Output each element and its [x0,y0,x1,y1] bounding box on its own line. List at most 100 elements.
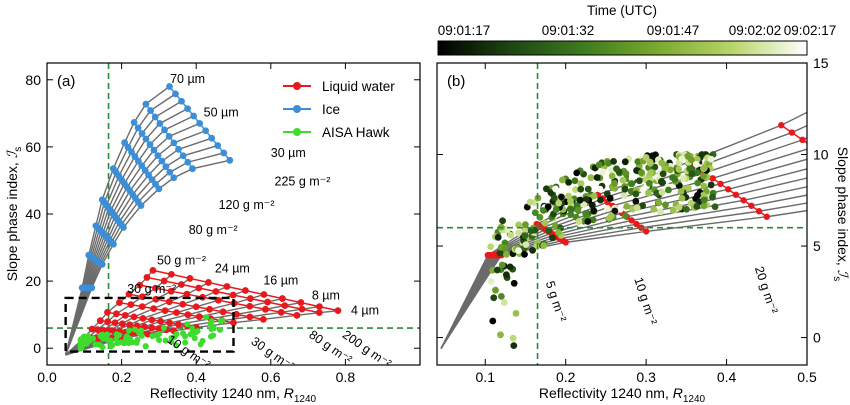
measurement-point [582,209,590,217]
measurement-point [487,278,495,285]
liquid-point [195,313,203,321]
aisa-point [125,340,132,347]
legend: Liquid water Ice AISA Hawk [283,79,395,140]
measurement-point [675,166,683,173]
reff-isoline [64,108,188,356]
measurement-point [611,179,618,187]
liquid-point [732,191,740,198]
liquid-lwp-line [780,124,807,144]
colorbar-tick-label: 09:02:17 [784,23,837,38]
liquid-point [195,284,203,292]
y-axis-label: Slope phase index, ℐs [831,147,850,282]
liquid-point [160,277,168,285]
y-tick-label: 40 [25,206,41,222]
measurement-point [620,192,628,200]
measurement-point [693,203,701,210]
measurement-point [582,196,590,203]
aisa-point [208,318,215,325]
measurement-point [595,161,603,169]
measurement-point [648,152,656,160]
annotation: 24 µm [215,262,250,276]
liquid-point [206,305,214,313]
aisa-point [77,345,84,352]
measurement-point [684,184,692,192]
reff-isoline [440,177,807,349]
x-tick-label: 0.1 [476,369,496,385]
measurement-point [611,207,619,215]
zoom-box [64,296,235,353]
aisa-point [156,336,163,343]
measurement-point [616,205,624,213]
ice-point [161,126,168,134]
y-tick-label: 60 [25,139,41,155]
colorbar-tick-label: 09:02:02 [729,23,782,38]
aisa-point [189,330,196,337]
measurement-point [633,204,641,212]
liquid-point [242,287,249,294]
measurement-point [655,199,663,206]
ice-point [154,152,162,160]
measurement-point [662,201,669,209]
aisa-point [203,314,210,321]
ice-point [98,196,106,204]
liquid-point [740,197,747,204]
measurement-point [692,160,700,168]
aisa-point [104,331,111,338]
liquid-point [104,318,112,326]
measurement-point [489,317,497,325]
measurement-point [659,170,667,178]
aisa-point [133,339,140,346]
liquid-point [125,290,133,298]
y-tick-label: 10 [813,147,829,163]
measurement-point [552,206,560,213]
liquid-point [143,274,151,281]
measurement-point [701,164,708,172]
liquid-point [259,315,267,323]
liquid-point [157,317,165,325]
aisa-point [207,333,214,340]
lwp-label: 10 g m⁻² [631,276,659,327]
aisa-point [173,342,180,349]
annotation: 120 g m⁻² [219,198,275,212]
ice-point [156,120,164,127]
liquid-point [130,313,138,321]
liquid-point [246,302,254,310]
legend-marker [293,82,301,90]
measurement-point [590,192,598,200]
measurement-point [566,205,574,213]
measurement-point [678,194,686,202]
liquid-point [152,284,159,292]
liquid-point [297,299,305,306]
liquid-point [277,308,285,316]
reff-isoline [64,137,212,356]
measurement-point [613,165,620,173]
annotation: 8 µm [312,289,340,303]
measurement-point [510,342,518,350]
aisa-point [126,327,133,334]
measurement-point [502,244,509,252]
annotation: 30 µm [271,146,306,160]
measurement-point [498,261,506,269]
measurement-point [683,205,690,213]
measurement-point [493,266,501,274]
x-axis-label: Reflectivity 1240 nm, R1240 [150,385,317,405]
ice-point [214,142,222,149]
liquid-point [293,311,301,319]
measurement-point [621,212,629,220]
annotation: 16 µm [263,273,298,287]
measurement-point [521,232,529,240]
reff-isoline [65,277,191,356]
legend-marker [293,105,301,113]
measurement-point [621,158,629,166]
measurement-point [492,286,499,294]
measurement-point [693,155,701,163]
aisa-point [180,330,187,337]
legend-label: AISA Hawk [322,125,390,140]
measurement-point [515,229,522,237]
liquid-point [112,310,120,318]
measurement-point [694,179,702,187]
reff-isoline [64,85,170,356]
liquid-point [298,305,306,313]
measurement-point [507,231,515,239]
x-tick-label: 0.4 [717,369,737,385]
